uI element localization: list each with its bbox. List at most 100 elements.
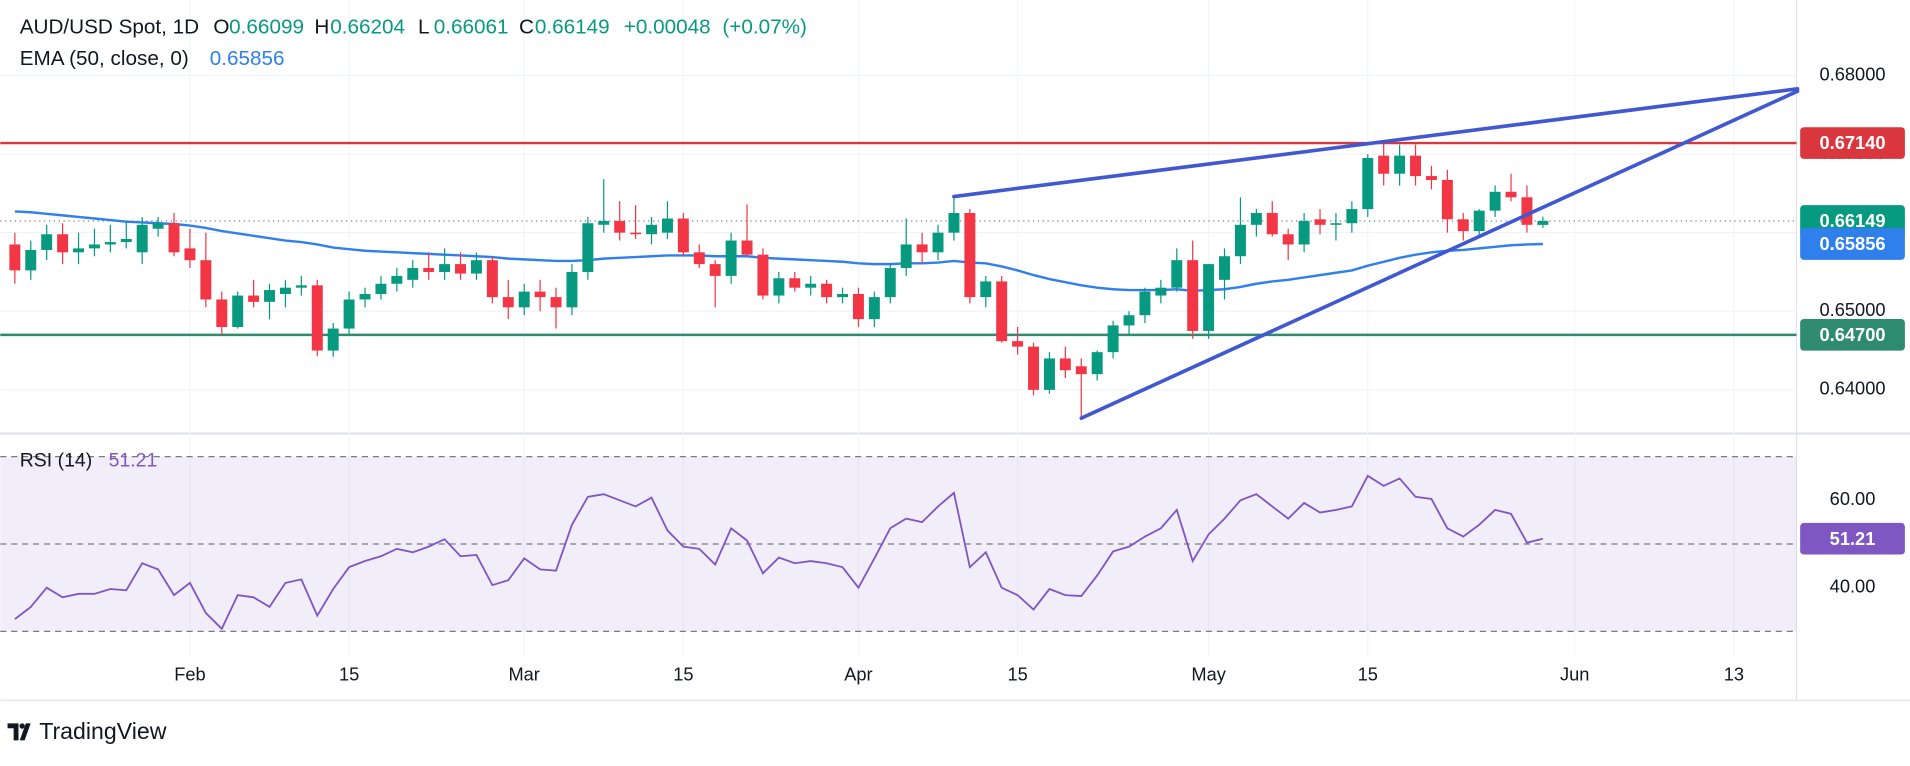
candle-body (757, 254, 769, 296)
candle-body (1187, 260, 1199, 331)
trend-line (952, 86, 1800, 199)
candle-body (184, 248, 196, 261)
candle-body (693, 252, 705, 265)
candle-body (375, 283, 387, 294)
candle-body (805, 283, 817, 288)
y-tick-label: 0.65000 (1820, 299, 1886, 320)
candle-body (550, 297, 562, 308)
rsi-legend-value: 51.21 (109, 450, 158, 472)
candle-body (1266, 213, 1278, 235)
rsi-tag-bg (1800, 522, 1905, 555)
candle-body (73, 248, 85, 253)
ohlc-label: H (314, 15, 329, 38)
candle-body (1282, 234, 1294, 245)
candle-body (407, 268, 419, 280)
candle-body (1059, 358, 1071, 371)
x-tick-label: Mar (508, 664, 539, 685)
x-tick-label: Jun (1560, 664, 1589, 685)
candle-body (1330, 223, 1342, 225)
ohlc-value: 0.66204 (330, 15, 405, 38)
candle-body (789, 278, 801, 288)
candle-body (470, 260, 482, 274)
candle-body (1441, 180, 1453, 220)
candle-body (279, 287, 291, 294)
candle-body (104, 242, 116, 245)
candle-body (980, 281, 992, 298)
candle-body (1425, 176, 1437, 181)
candle-body (837, 293, 849, 298)
candle-body (311, 285, 323, 351)
candle-body (57, 234, 69, 253)
rsi-legend: RSI (14) (20, 450, 93, 472)
candle-body (423, 268, 435, 272)
x-tick-label: 15 (1358, 664, 1378, 685)
ema-line (14, 210, 1543, 293)
candle-body (1473, 210, 1485, 232)
candle-body (1219, 256, 1231, 280)
candle-body (168, 223, 180, 253)
level-tag: 0.67140 (1820, 132, 1886, 153)
candle-body (518, 291, 530, 308)
candle-body (502, 297, 514, 308)
candle-body (932, 232, 944, 253)
ema-tag: 0.65856 (1820, 233, 1886, 254)
candle-body (327, 328, 339, 351)
candle-body (725, 240, 737, 276)
candle-body (152, 223, 164, 229)
symbol-title: AUD/USD Spot, 1D (20, 15, 199, 38)
candle-body (1028, 346, 1040, 390)
trend-line (1079, 89, 1800, 420)
candle-body (343, 299, 355, 329)
x-tick-label: 15 (673, 664, 693, 685)
candle-body (1537, 220, 1549, 225)
candle-body (1091, 352, 1103, 375)
candle-body (1012, 341, 1024, 347)
candle-body (1362, 157, 1374, 210)
candle-body (900, 244, 912, 269)
candle-body (630, 232, 642, 235)
candle-body (232, 295, 244, 327)
candle-body (120, 238, 132, 243)
candle-body (9, 244, 21, 271)
ohlc-label: O (213, 15, 229, 38)
candle-body (661, 218, 673, 233)
rsi-tag: 51.21 (1830, 528, 1876, 549)
candle-body (1123, 315, 1135, 326)
candle-body (1298, 220, 1310, 245)
candle-body (1410, 155, 1422, 177)
x-tick-label: 13 (1724, 664, 1744, 685)
candle-body (1107, 325, 1119, 353)
level-tag-bg (1800, 319, 1905, 351)
candle-body (996, 281, 1008, 342)
candle-body (916, 244, 928, 253)
candle-body (1314, 219, 1326, 225)
ohlc-value: 0.66061 (434, 15, 509, 38)
rsi-tick-label: 40.00 (1830, 576, 1876, 597)
candle-body (852, 293, 864, 320)
x-tick-label: Feb (174, 664, 205, 685)
candle-body (41, 234, 53, 250)
footer-brand: TradingView (39, 718, 167, 744)
rsi-tick-label: 60.00 (1830, 488, 1876, 509)
candle-body (1489, 191, 1501, 211)
candle-body (1346, 209, 1358, 224)
candle-body (773, 278, 785, 296)
ema-legend-value: 0.65856 (210, 47, 285, 70)
candle-body (646, 224, 658, 235)
candle-body (25, 249, 37, 271)
candle-body (1505, 191, 1517, 198)
candle-body (709, 264, 721, 276)
candle-body (566, 271, 578, 308)
candle-body (439, 264, 451, 272)
candle-body (534, 291, 546, 298)
candle-body (391, 275, 403, 284)
candle-body (264, 290, 276, 302)
x-tick-label: Apr (844, 664, 872, 685)
candle-body (1394, 155, 1406, 174)
candle-body (216, 299, 228, 327)
ohlc-value: 0.66149 (535, 15, 610, 38)
y-tick-label: 0.68000 (1820, 63, 1886, 84)
rsi-line (14, 474, 1544, 631)
candle-body (248, 295, 260, 302)
